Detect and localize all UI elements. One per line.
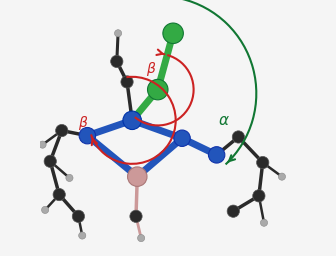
Circle shape [253, 190, 265, 202]
Circle shape [148, 79, 168, 100]
Circle shape [56, 124, 68, 137]
Circle shape [115, 30, 122, 37]
Circle shape [66, 174, 73, 182]
Text: $\beta$: $\beta$ [146, 60, 157, 78]
Circle shape [257, 156, 269, 169]
Text: $\beta$: $\beta$ [78, 114, 89, 132]
Text: $\alpha$: $\alpha$ [218, 113, 230, 128]
Circle shape [174, 130, 190, 146]
Circle shape [137, 234, 145, 242]
Circle shape [79, 127, 95, 144]
Circle shape [53, 188, 65, 201]
Circle shape [79, 232, 86, 239]
Circle shape [260, 219, 267, 226]
Circle shape [72, 210, 85, 222]
Circle shape [111, 55, 123, 68]
Circle shape [121, 76, 133, 88]
Circle shape [39, 141, 46, 148]
Circle shape [130, 210, 142, 222]
Circle shape [232, 131, 245, 143]
Circle shape [227, 205, 240, 217]
Circle shape [42, 206, 49, 214]
Circle shape [123, 111, 141, 130]
Circle shape [208, 147, 225, 163]
Circle shape [44, 155, 56, 167]
Circle shape [278, 173, 286, 180]
Circle shape [128, 167, 147, 186]
Circle shape [163, 23, 183, 44]
